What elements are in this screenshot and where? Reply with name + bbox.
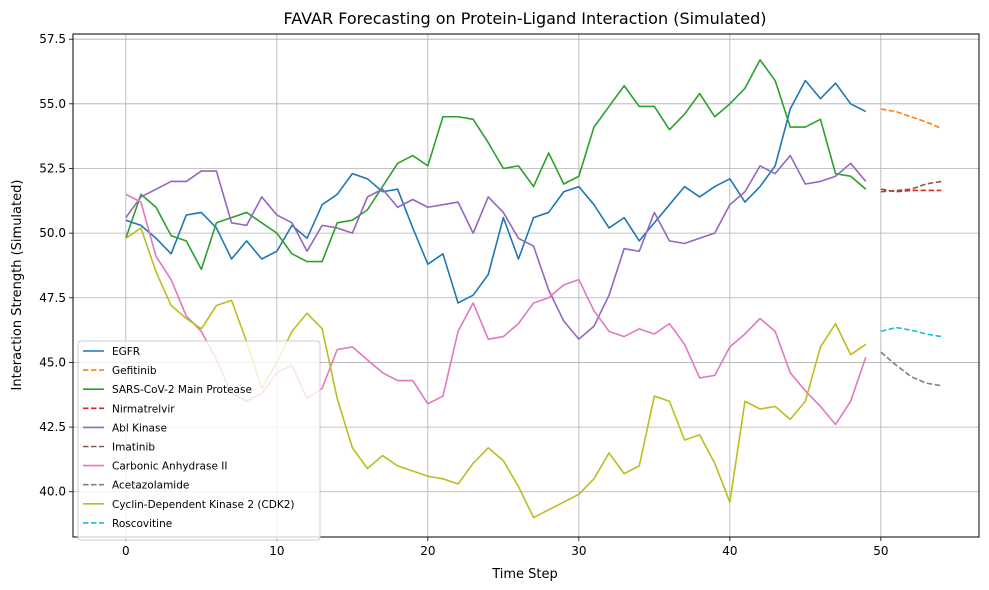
legend-label-4: Abl Kinase (112, 422, 167, 434)
legend-label-7: Acetazolamide (112, 480, 189, 492)
x-tick-label: 40 (722, 544, 737, 558)
series-line-2 (125, 59, 867, 271)
x-tick-label: 50 (873, 544, 888, 558)
series-line-5 (880, 180, 942, 193)
y-tick-label: 52.5 (39, 161, 66, 175)
x-tick-label: 30 (571, 544, 586, 558)
y-axis-label: Interaction Strength (Simulated) (10, 180, 25, 391)
y-tick-label: 45.0 (39, 355, 66, 369)
plot-area (72, 33, 980, 538)
grid (73, 34, 979, 537)
x-tick-label: 10 (269, 544, 284, 558)
legend-label-9: Roscovitine (112, 518, 172, 530)
y-tick-label: 40.0 (39, 485, 66, 499)
x-tick-label: 20 (420, 544, 435, 558)
x-axis: 0 10 20 30 40 50 (122, 537, 888, 558)
legend-label-2: SARS-CoV-2 Main Protease (112, 384, 252, 396)
legend: EGFR Gefitinib SARS-CoV-2 Main Protease Nir… (77, 340, 321, 541)
series-line-7 (880, 351, 942, 387)
series-lines (125, 59, 942, 519)
y-tick-label: 50.0 (39, 226, 66, 240)
y-tick-label: 57.5 (39, 32, 66, 46)
series-line-4 (125, 154, 867, 340)
series-line-0 (125, 79, 867, 304)
y-axis: 40.0 42.5 45.0 47.5 50.0 52.5 55.0 57.5 (39, 32, 73, 499)
legend-label-0: EGFR (112, 346, 140, 358)
chart-title: FAVAR Forecasting on Protein-Ligand Inte… (283, 9, 766, 28)
x-axis-label: Time Step (491, 567, 558, 582)
legend-label-6: Carbonic Anhydrase II (112, 461, 227, 473)
legend-box (77, 340, 321, 541)
y-tick-label: 42.5 (39, 420, 66, 434)
x-tick-label: 0 (122, 544, 130, 558)
series-line-1 (880, 108, 942, 130)
series-line-9 (880, 326, 942, 338)
legend-label-8: Cyclin-Dependent Kinase 2 (CDK2) (112, 499, 295, 511)
y-tick-label: 47.5 (39, 291, 66, 305)
legend-label-1: Gefitinib (112, 365, 157, 377)
legend-label-5: Imatinib (112, 442, 155, 454)
y-tick-label: 55.0 (39, 97, 66, 111)
legend-label-3: Nirmatrelvir (112, 403, 175, 415)
